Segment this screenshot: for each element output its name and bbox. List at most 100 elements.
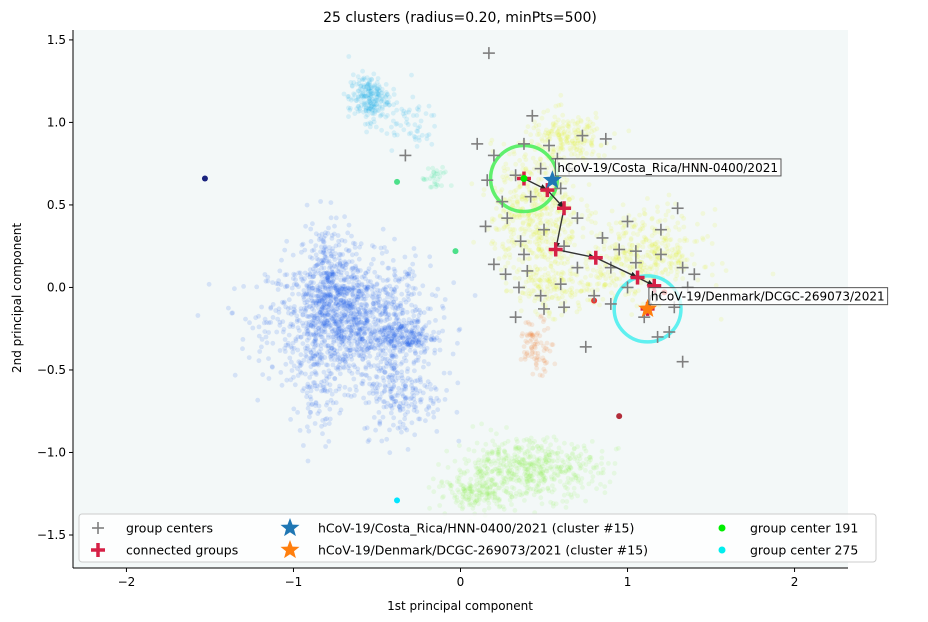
cluster-point xyxy=(370,314,376,320)
cluster-point xyxy=(505,166,511,172)
cluster-point xyxy=(276,306,282,312)
cluster-point xyxy=(486,505,492,511)
legend-label: group centers xyxy=(126,521,213,536)
cluster-point xyxy=(350,301,355,307)
cluster-point xyxy=(571,209,577,215)
cluster-point xyxy=(333,243,339,249)
cluster-point xyxy=(490,438,496,444)
cluster-point xyxy=(325,230,331,236)
cluster-point xyxy=(363,100,368,106)
cluster-point xyxy=(349,83,355,89)
cluster-point xyxy=(382,356,388,362)
cluster-point xyxy=(336,269,342,275)
cluster-point xyxy=(256,333,262,339)
cluster-point xyxy=(583,260,589,266)
cluster-point xyxy=(323,275,329,281)
cluster-point xyxy=(306,288,312,293)
cluster-point xyxy=(282,337,288,342)
cluster-point xyxy=(352,322,358,327)
cluster-point xyxy=(241,284,247,289)
cluster-point xyxy=(370,329,375,335)
cluster-point xyxy=(566,121,572,127)
cluster-point xyxy=(377,275,383,280)
cluster-point xyxy=(400,393,406,399)
cluster-point xyxy=(304,337,310,343)
cluster-point xyxy=(313,327,319,333)
cluster-point xyxy=(395,425,401,431)
cluster-point xyxy=(361,82,366,88)
cluster-point xyxy=(290,349,296,355)
cluster-point xyxy=(336,287,342,292)
cluster-point xyxy=(552,220,558,225)
cluster-point xyxy=(319,304,325,310)
cluster-point xyxy=(295,325,301,331)
cluster-point xyxy=(418,310,423,316)
cluster-point xyxy=(559,141,565,147)
cluster-point xyxy=(428,263,433,269)
cluster-point xyxy=(434,429,440,434)
cluster-point xyxy=(375,287,380,293)
cluster-point xyxy=(332,331,337,337)
cluster-point xyxy=(534,253,540,259)
cluster-point xyxy=(377,382,383,388)
cluster-point xyxy=(368,103,374,109)
cluster-point xyxy=(329,345,335,351)
cluster-point xyxy=(569,294,575,300)
cluster-point xyxy=(334,333,339,339)
cluster-point xyxy=(324,373,329,379)
cluster-point xyxy=(393,398,399,404)
cluster-point xyxy=(318,355,324,360)
cluster-point xyxy=(279,257,284,263)
cluster-point xyxy=(352,111,358,116)
cluster-point xyxy=(417,377,423,383)
cluster-point xyxy=(370,341,375,346)
cluster-point xyxy=(312,361,318,367)
cluster-point xyxy=(315,298,321,304)
cluster-point xyxy=(386,383,392,389)
cluster-point xyxy=(518,308,524,314)
cluster-point xyxy=(393,399,399,404)
cluster-point xyxy=(402,412,408,418)
cluster-point xyxy=(379,311,385,316)
cluster-point xyxy=(357,331,363,337)
cluster-point xyxy=(362,330,368,336)
cluster-point xyxy=(556,102,562,108)
cluster-point xyxy=(509,239,515,245)
cluster-point xyxy=(361,353,367,359)
cluster-point xyxy=(304,327,309,332)
cluster-point xyxy=(363,276,368,281)
cluster-point xyxy=(584,203,590,209)
cluster-point xyxy=(328,264,333,269)
cluster-point xyxy=(329,315,335,321)
cluster-point xyxy=(549,489,555,495)
cluster-point xyxy=(538,220,543,226)
cluster-point xyxy=(306,322,311,327)
cluster-point xyxy=(328,285,334,291)
cluster-point xyxy=(293,277,298,283)
cluster-point xyxy=(365,285,370,291)
cluster-point xyxy=(327,406,333,412)
cluster-point xyxy=(327,294,333,300)
cluster-point xyxy=(422,350,427,355)
cluster-point xyxy=(346,274,351,280)
cluster-point xyxy=(336,323,341,329)
cluster-point xyxy=(652,262,657,268)
cluster-point xyxy=(358,327,364,333)
legend-dot-icon xyxy=(718,524,726,532)
cluster-point xyxy=(318,236,324,242)
cluster-point xyxy=(357,336,363,341)
cluster-point xyxy=(341,306,347,312)
cluster-point xyxy=(502,179,508,185)
cluster-point xyxy=(368,90,374,96)
cluster-point xyxy=(337,342,342,348)
cluster-point xyxy=(291,271,297,277)
cluster-point xyxy=(562,229,568,235)
cluster-point xyxy=(536,244,542,250)
cluster-point xyxy=(388,343,394,349)
cluster-point xyxy=(359,314,365,320)
cluster-point xyxy=(389,337,395,343)
cluster-point xyxy=(309,356,315,362)
cluster-point xyxy=(366,98,372,104)
cluster-point xyxy=(355,294,361,299)
cluster-point xyxy=(604,254,609,259)
